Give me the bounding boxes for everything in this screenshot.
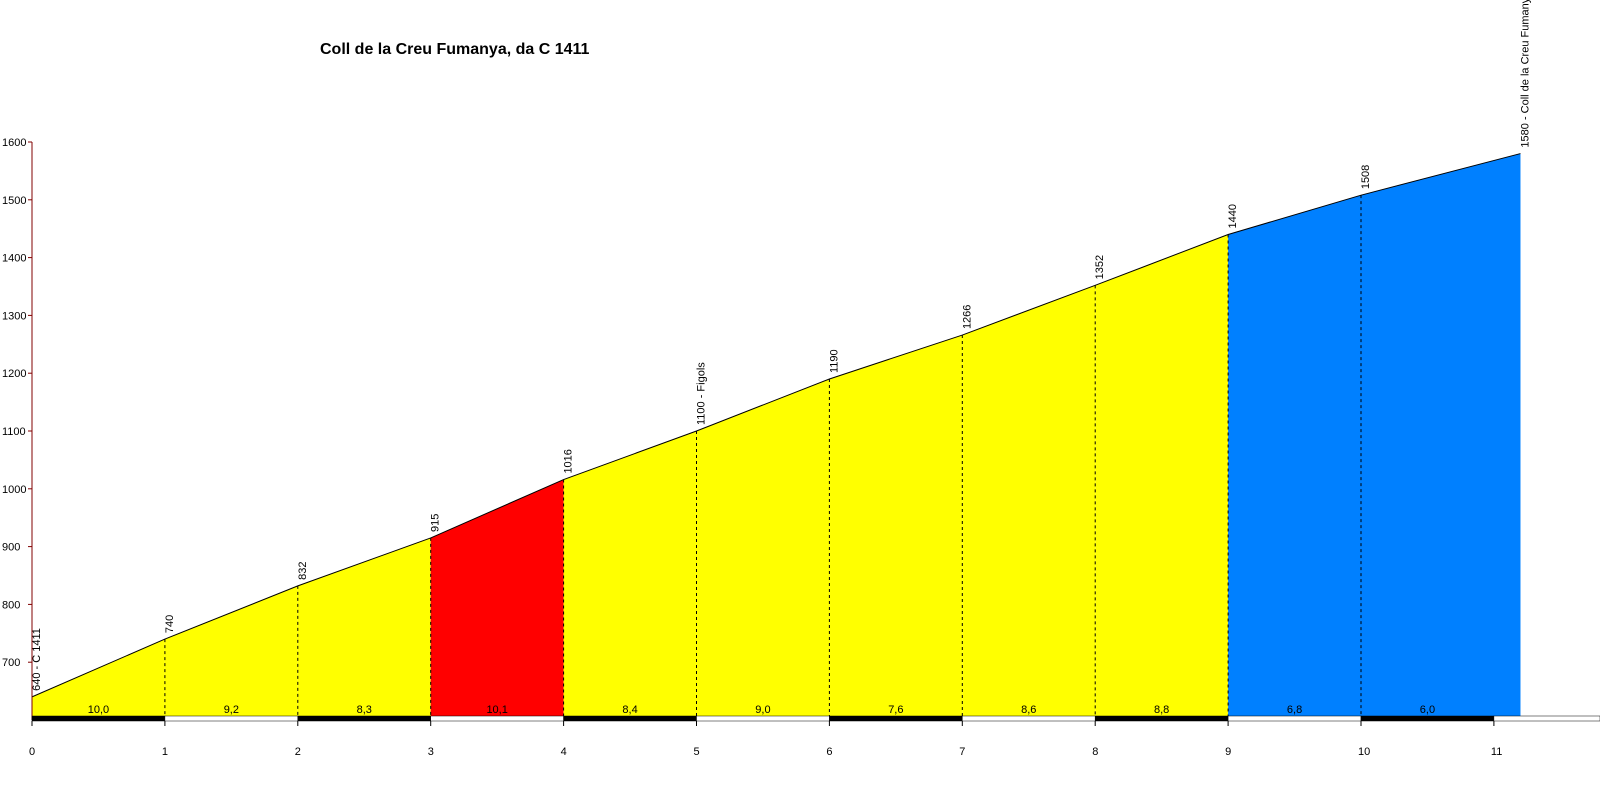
gradient-label-0: 10,0 bbox=[88, 704, 109, 716]
segment-area-6 bbox=[829, 335, 963, 720]
x-tick-label-9: 9 bbox=[1225, 746, 1231, 758]
gradient-label-6: 7,6 bbox=[888, 704, 903, 716]
altitude-label-7: 1266 bbox=[961, 305, 973, 329]
y-tick-label-0: 700 bbox=[2, 657, 20, 669]
x-tick-label-3: 3 bbox=[428, 746, 434, 758]
y-tick-label-1: 800 bbox=[2, 599, 20, 611]
gradient-label-4: 8,4 bbox=[622, 704, 637, 716]
altitude-label-6: 1190 bbox=[828, 349, 840, 373]
gradient-label-2: 8,3 bbox=[357, 704, 372, 716]
x-tick-label-5: 5 bbox=[694, 746, 700, 758]
y-tick-label-4: 1100 bbox=[2, 426, 26, 438]
segment-area-8 bbox=[1095, 234, 1229, 721]
y-tick-label-7: 1400 bbox=[2, 253, 26, 265]
segment-area-3 bbox=[430, 479, 564, 720]
gradient-label-5: 9,0 bbox=[755, 704, 770, 716]
x-tick-label-6: 6 bbox=[826, 746, 832, 758]
altitude-label-9: 1440 bbox=[1227, 204, 1239, 228]
altitude-label-10: 1508 bbox=[1360, 165, 1372, 189]
km-dividers bbox=[164, 195, 1362, 720]
segment-area-9 bbox=[1228, 195, 1361, 720]
y-tick-label-5: 1200 bbox=[2, 368, 26, 380]
segment-area-1 bbox=[164, 585, 298, 720]
y-axis: 700 800 900 1000 1100 1200 1300 1400 1500 1600 bbox=[2, 137, 33, 720]
altitude-label-4: 1016 bbox=[563, 449, 575, 473]
gradient-label-7: 8,6 bbox=[1021, 704, 1036, 716]
x-tick-label-10: 10 bbox=[1358, 746, 1370, 758]
y-tick-label-3: 1000 bbox=[2, 484, 26, 496]
altitude-label-3: 915 bbox=[430, 514, 442, 532]
x-axis: 0 1 2 3 4 5 6 7 8 9 10 11 bbox=[29, 721, 1502, 758]
scale-block-3 bbox=[430, 715, 564, 722]
x-tick-label-0: 0 bbox=[29, 746, 35, 758]
scale-block-9 bbox=[1227, 715, 1362, 722]
profile-line bbox=[31, 153, 1521, 698]
x-tick-label-8: 8 bbox=[1092, 746, 1098, 758]
segment-area-7 bbox=[962, 285, 1096, 720]
segment-area-5 bbox=[696, 378, 830, 720]
x-tick-label-1: 1 bbox=[162, 746, 168, 758]
scale-block-1 bbox=[164, 715, 299, 722]
profile-areas bbox=[32, 153, 1521, 721]
gradient-label-10: 6,0 bbox=[1420, 704, 1435, 716]
scale-block-6 bbox=[829, 715, 963, 722]
y-tick-label-9: 1600 bbox=[2, 137, 26, 149]
scale-block-10 bbox=[1360, 715, 1495, 722]
altitude-label-8: 1352 bbox=[1094, 255, 1106, 279]
scale-block-4 bbox=[563, 715, 697, 722]
y-tick-label-8: 1500 bbox=[2, 195, 26, 207]
x-tick-label-4: 4 bbox=[561, 746, 567, 758]
scale-block-7 bbox=[962, 715, 1096, 722]
gradient-label-1: 9,2 bbox=[224, 704, 239, 716]
profile-outline bbox=[31, 153, 1521, 698]
altitude-label-11: 1580 - Coll de la Creu Fumanya bbox=[1519, 0, 1531, 148]
gradient-label-3: 10,1 bbox=[486, 704, 507, 716]
gradient-label-8: 8,8 bbox=[1154, 704, 1169, 716]
distance-scale-bar bbox=[31, 715, 1600, 722]
x-tick-label-7: 7 bbox=[959, 746, 965, 758]
x-tick-label-2: 2 bbox=[295, 746, 301, 758]
scale-block-5 bbox=[696, 715, 830, 722]
y-tick-label-6: 1300 bbox=[2, 310, 26, 322]
scale-block-0 bbox=[31, 715, 166, 722]
altitude-label-1: 740 bbox=[164, 615, 176, 633]
altitude-label-0: 640 - C 1411 bbox=[31, 628, 43, 691]
chart-title: Coll de la Creu Fumanya, da C 1411 bbox=[320, 41, 590, 58]
scale-block-2 bbox=[297, 715, 431, 722]
scale-block-tail bbox=[1493, 715, 1600, 722]
segment-area-2 bbox=[297, 537, 431, 720]
scale-block-8 bbox=[1094, 715, 1229, 722]
x-tick-label-11: 11 bbox=[1491, 746, 1502, 758]
altitude-label-2: 832 bbox=[297, 562, 309, 580]
gradient-label-9: 6,8 bbox=[1287, 704, 1302, 716]
segment-area-4 bbox=[563, 431, 697, 720]
segment-area-10 bbox=[1361, 153, 1521, 720]
altitude-labels: 640 - C 1411 740 832 915 1016 1100 - Figols 11… bbox=[31, 0, 1531, 691]
altitude-label-5: 1100 - Figols bbox=[696, 362, 708, 425]
segment-area-0 bbox=[32, 639, 165, 720]
gradient-labels: 10,0 9,2 8,3 10,1 8,4 9,0 7,6 8,6 8,8 6,8 6,0 bbox=[88, 704, 1435, 716]
y-tick-label-2: 900 bbox=[2, 542, 20, 554]
